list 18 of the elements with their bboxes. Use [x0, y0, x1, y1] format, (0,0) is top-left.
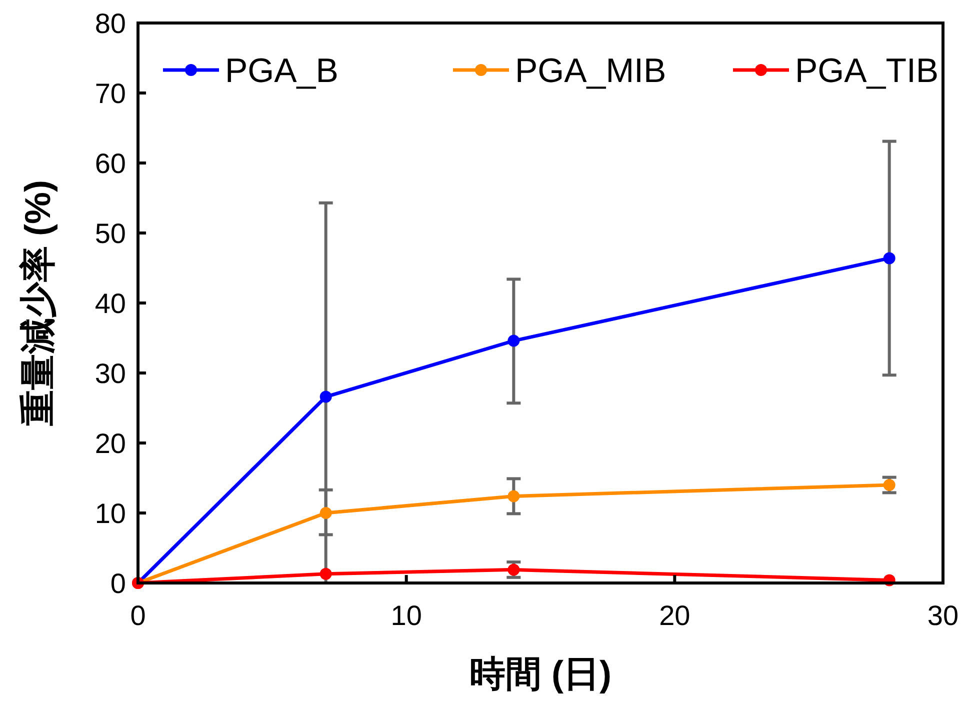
x-tick-label: 0 — [130, 600, 146, 631]
legend-label: PGA_MIB — [515, 52, 666, 90]
legend-label: PGA_B — [225, 52, 338, 90]
y-tick-label: 80 — [94, 8, 126, 39]
y-tick-label: 10 — [94, 498, 126, 529]
y-tick-label: 50 — [94, 218, 126, 249]
x-axis-title: 時間 (日) — [470, 653, 612, 694]
y-axis-title: 重量減少率 (%) — [17, 180, 58, 426]
x-tick-label: 10 — [390, 600, 422, 631]
x-tick-label: 20 — [659, 600, 690, 631]
y-tick-label: 60 — [94, 148, 126, 179]
y-tick-label: 30 — [94, 358, 126, 389]
y-tick-label: 0 — [110, 568, 126, 599]
y-tick-label: 70 — [94, 78, 126, 109]
x-tick-label: 30 — [927, 600, 959, 631]
legend-label: PGA_TIB — [795, 52, 939, 90]
y-tick-label: 20 — [94, 428, 126, 459]
y-tick-label: 40 — [94, 288, 126, 319]
